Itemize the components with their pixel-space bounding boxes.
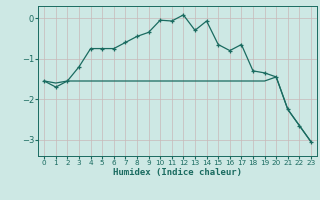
X-axis label: Humidex (Indice chaleur): Humidex (Indice chaleur) <box>113 168 242 177</box>
